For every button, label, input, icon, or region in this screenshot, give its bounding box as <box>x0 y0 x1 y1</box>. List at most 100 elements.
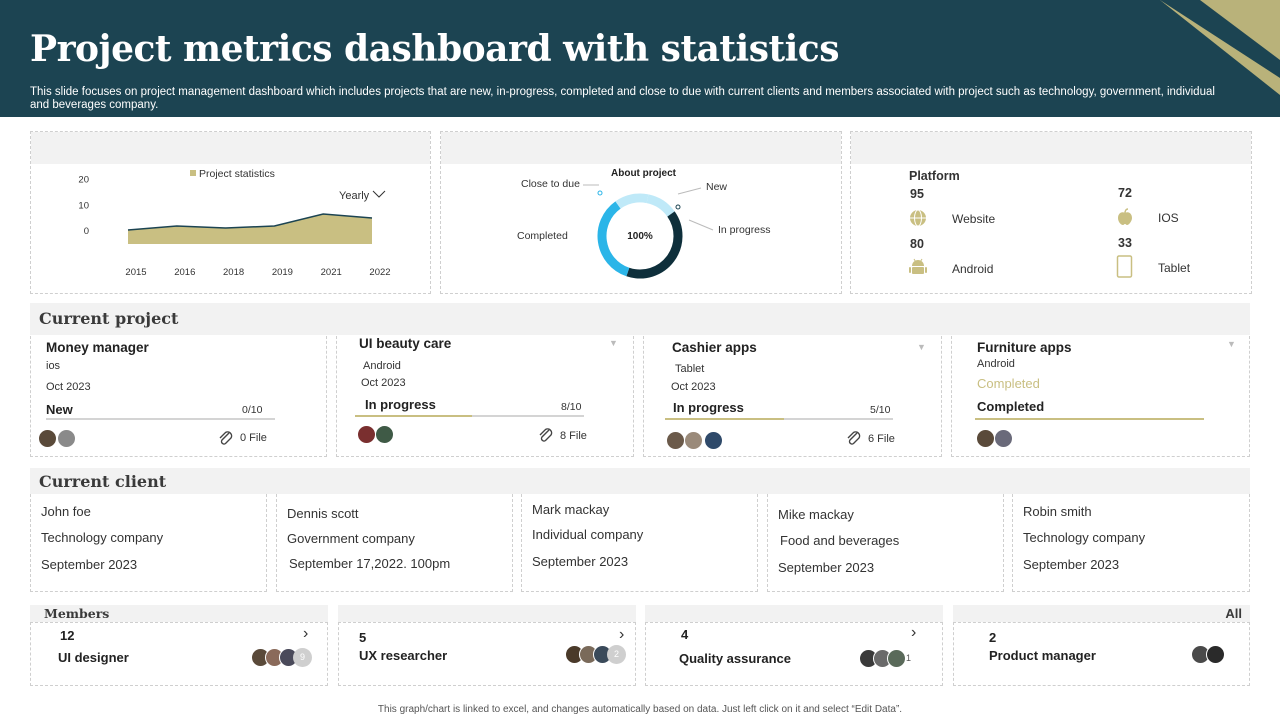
client-card[interactable]: Robin smith Technology company September… <box>1012 494 1250 592</box>
chevron-down-icon <box>372 190 386 198</box>
member-role: Quality assurance <box>679 651 791 666</box>
donut-title: About project <box>611 168 677 179</box>
paperclip-icon[interactable] <box>845 429 863 447</box>
file-count: 0 File <box>240 432 267 444</box>
project-card[interactable]: Money manager ios Oct 2023 New 0/10 0 Fi… <box>30 336 327 457</box>
donut-slice-close-to-due <box>615 193 649 209</box>
avatar[interactable] <box>1206 645 1225 664</box>
leader-in-progress <box>688 219 714 231</box>
chevron-right-icon[interactable]: › <box>303 625 309 642</box>
x-tick-label: 2018 <box>223 267 244 278</box>
avatar[interactable] <box>357 425 376 444</box>
android-label: Android <box>952 262 994 276</box>
client-card[interactable]: Dennis scott Government company Septembe… <box>276 494 513 592</box>
stats-card: Project statistics Yearly 30201002015201… <box>30 131 431 294</box>
android-icon <box>909 258 927 274</box>
chevron-down-icon[interactable]: ▼ <box>1227 339 1236 349</box>
header: Project metrics dashboard with statistic… <box>0 0 1280 117</box>
client-card[interactable]: Mike mackay Food and beverages September… <box>767 494 1004 592</box>
members-header <box>645 605 943 622</box>
project-name: UI beauty care <box>359 336 452 351</box>
apple-icon <box>1118 208 1132 225</box>
x-tick-label: 2015 <box>125 267 146 278</box>
project-platform: Android <box>363 360 401 372</box>
member-card[interactable]: 5 UX researcher › 2 <box>338 622 636 686</box>
project-status: Completed <box>977 399 1045 414</box>
more-members-badge[interactable]: 1 <box>905 653 911 663</box>
paperclip-icon[interactable] <box>537 426 555 444</box>
progress-bar <box>46 418 275 420</box>
client-date: September 2023 <box>532 554 629 569</box>
avatar[interactable] <box>375 425 394 444</box>
x-tick-label: 2022 <box>369 267 390 278</box>
y-tick-label: 10 <box>78 200 89 211</box>
members-all-link[interactable]: All <box>1225 606 1242 621</box>
client-date: September 2023 <box>1023 557 1120 572</box>
legend-swatch <box>190 170 196 176</box>
avatar[interactable] <box>57 429 76 448</box>
avatar[interactable] <box>994 429 1013 448</box>
chevron-right-icon[interactable]: › <box>619 626 625 643</box>
progress-fill <box>355 415 472 417</box>
project-progress-count: 0/10 <box>242 404 263 416</box>
platform-card: Platform 95 Website 72 IOS 80 Android 33… <box>850 131 1252 294</box>
label-in-progress: In progress <box>718 224 771 236</box>
about-project-card-header <box>441 132 841 164</box>
client-card[interactable]: Mark mackay Individual company September… <box>521 494 758 592</box>
page-description: This slide focuses on project management… <box>30 86 1215 111</box>
stats-card-header <box>31 132 430 164</box>
project-platform: Tablet <box>675 363 705 375</box>
leader-new <box>677 187 702 195</box>
globe-icon <box>910 209 926 227</box>
client-name: Mark mackay <box>532 502 610 517</box>
member-card[interactable]: 12 UI designer › 9 <box>30 622 328 686</box>
platform-card-header <box>851 132 1251 164</box>
avatar[interactable] <box>976 429 995 448</box>
page-title: Project metrics dashboard with statistic… <box>30 28 839 70</box>
client-date: September 17,2022. 100pm <box>289 556 451 571</box>
member-role: UX researcher <box>359 648 448 663</box>
project-card[interactable]: UI beauty care ▼ Android Oct 2023 In pro… <box>336 336 634 457</box>
client-name: Dennis scott <box>287 506 359 521</box>
file-count: 6 File <box>868 433 895 445</box>
member-card[interactable]: 2 Product manager <box>953 622 1250 686</box>
client-card[interactable]: John foe Technology company September 20… <box>30 494 267 592</box>
progress-fill <box>665 418 784 420</box>
avatar[interactable] <box>704 431 723 450</box>
current-project-title: Current project <box>39 309 179 328</box>
project-status: In progress <box>673 400 744 415</box>
y-tick-label: 20 <box>78 175 89 186</box>
avatar[interactable] <box>666 431 685 450</box>
project-name: Cashier apps <box>672 340 757 355</box>
area-series-line <box>127 213 373 231</box>
client-company: Technology company <box>41 530 164 545</box>
chevron-right-icon[interactable]: › <box>911 624 917 641</box>
avatar[interactable] <box>684 431 703 450</box>
paperclip-icon[interactable] <box>217 429 235 447</box>
client-company: Food and beverages <box>780 533 900 548</box>
project-card[interactable]: Cashier apps ▼ Tablet Oct 2023 In progre… <box>643 336 942 457</box>
about-project-donut: About project 100% Close to due New Comp… <box>517 168 771 279</box>
chevron-down-icon[interactable]: ▼ <box>917 342 926 352</box>
platform-title: Platform <box>909 169 960 183</box>
project-status: In progress <box>365 397 436 412</box>
donut-center-label: 100% <box>627 231 653 242</box>
progress-fill <box>975 418 1204 420</box>
current-client-title: Current client <box>39 472 167 491</box>
more-members-badge[interactable]: 2 <box>607 645 626 664</box>
client-date: September 2023 <box>778 560 875 575</box>
android-count: 80 <box>910 237 924 251</box>
project-card[interactable]: Furniture apps ▼ Android Completed Compl… <box>951 336 1250 457</box>
marker-new <box>675 204 681 210</box>
ios-label: IOS <box>1158 211 1179 225</box>
client-date: September 2023 <box>41 557 138 572</box>
member-card[interactable]: 4 Quality assurance › 1 <box>645 622 943 686</box>
avatar[interactable] <box>887 649 906 668</box>
avatar[interactable] <box>38 429 57 448</box>
tablet-label: Tablet <box>1158 261 1191 275</box>
about-project-card: About project 100% Close to due New Comp… <box>440 131 842 294</box>
more-members-badge[interactable]: 9 <box>293 648 312 667</box>
member-count: 12 <box>60 628 75 643</box>
project-platform: ios <box>46 360 61 372</box>
chevron-down-icon[interactable]: ▼ <box>609 338 618 348</box>
